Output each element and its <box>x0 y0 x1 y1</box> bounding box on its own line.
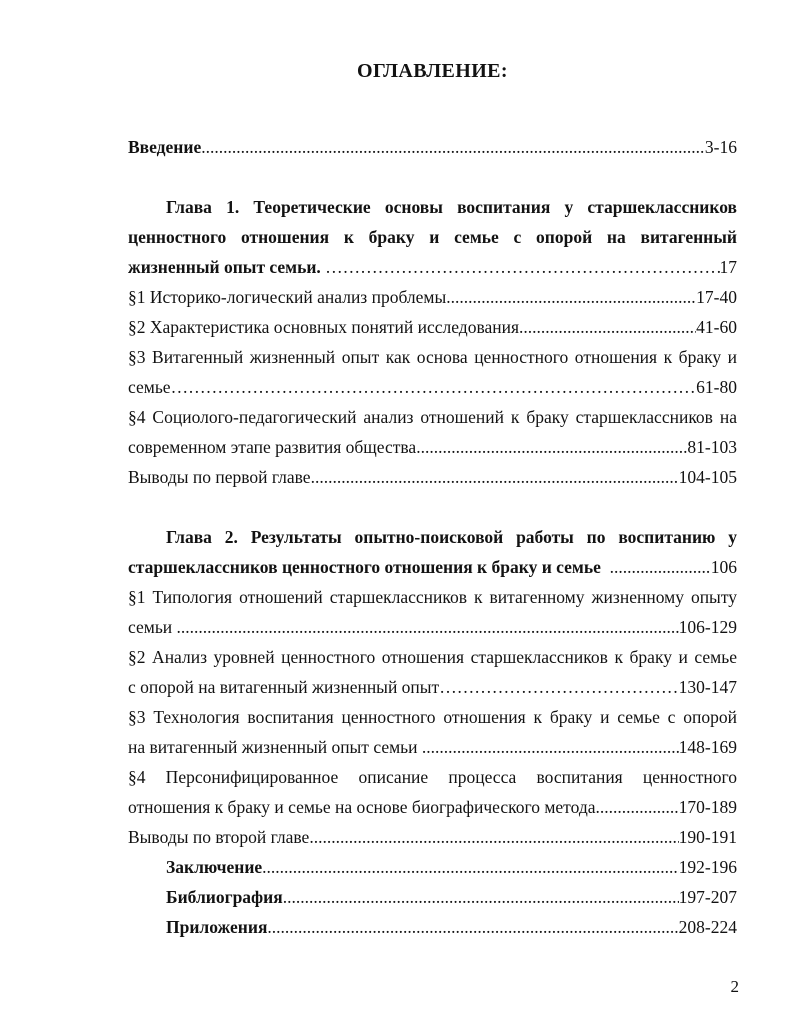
dot-leader <box>177 612 679 642</box>
page-range: 3-16 <box>704 137 737 157</box>
toc-line: §1 Типология отношений старшеклассников … <box>128 587 737 607</box>
dot-leader <box>311 462 679 492</box>
dot-leader <box>262 852 679 882</box>
toc-line-last: семье 61-80 <box>128 372 737 402</box>
toc-entry-label: Выводы по второй главе <box>128 827 310 847</box>
toc-line: §4 Персонифицированное описание процесса… <box>128 767 737 787</box>
page-range: 81-103 <box>687 437 737 457</box>
page-range: 130-147 <box>678 677 737 697</box>
page-range: 17-40 <box>696 287 737 307</box>
toc-line-last: Заключение 192-196 <box>128 852 737 882</box>
toc-entry: §2 Характеристика основных понятий иссле… <box>128 312 737 342</box>
page-range: 104-105 <box>678 467 737 487</box>
dot-leader <box>596 792 679 822</box>
toc-entry-label: §2 Характеристика основных понятий иссле… <box>128 317 520 337</box>
page-range: 148-169 <box>678 737 737 757</box>
toc-entry: §3 Витагенный жизненный опыт как основа … <box>128 342 737 402</box>
dot-leader <box>283 882 679 912</box>
toc-entry: Приложения 208-224 <box>128 912 737 942</box>
dot-leader <box>201 132 705 162</box>
toc-entry-label: с опорой на витагенный жизненный опыт <box>128 677 440 697</box>
page-number: 2 <box>730 977 740 996</box>
toc-entry-label: Выводы по первой главе <box>128 467 311 487</box>
toc-entry: Выводы по второй главе 190-191 <box>128 822 737 852</box>
toc-line-last: на витагенный жизненный опыт семьи 148-1… <box>128 732 737 762</box>
dot-leader <box>422 732 679 762</box>
toc-line: §3 Витагенный жизненный опыт как основа … <box>128 347 737 367</box>
dot-leader <box>416 432 687 462</box>
toc-line: §2 Анализ уровней ценностного отношения … <box>128 647 737 667</box>
page-range: 17 <box>719 257 738 277</box>
toc-line-last: Выводы по первой главе 104-105 <box>128 462 737 492</box>
dot-leader <box>439 672 678 702</box>
toc-entry: Глава 1. Теоретические основы воспитания… <box>128 192 737 282</box>
dot-leader <box>446 282 696 312</box>
page-range: 170-189 <box>678 797 737 817</box>
toc-line: §4 Социолого-педагогический анализ отнош… <box>128 407 737 427</box>
toc-entry: Выводы по первой главе 104-105 <box>128 462 737 492</box>
page-range: 41-60 <box>696 317 737 337</box>
toc-entry-label: Введение <box>128 137 202 157</box>
toc-line-last: Введение 3-16 <box>128 132 737 162</box>
toc-line-last: семьи 106-129 <box>128 612 737 642</box>
dot-leader <box>610 552 711 582</box>
page-range: 106 <box>710 557 737 577</box>
toc-entry-label: семье <box>128 377 171 397</box>
dot-leader <box>267 912 678 942</box>
toc-entry: §1 Типология отношений старшеклассников … <box>128 582 737 642</box>
toc-entry: §1 Историко-логический анализ проблемы 17… <box>128 282 737 312</box>
toc-entry-label: отношения к браку и семье на основе биог… <box>128 797 596 817</box>
toc-line-last: Библиография 197-207 <box>128 882 737 912</box>
toc-entry-label: семьи <box>128 617 177 637</box>
toc-line: §3 Технология воспитания ценностного отн… <box>128 707 737 727</box>
toc-entry-label: Библиография <box>166 887 283 907</box>
toc-entry: Библиография 197-207 <box>128 882 737 912</box>
page-range: 208-224 <box>678 917 737 937</box>
page-range: 61-80 <box>696 377 737 397</box>
toc-entry-label: Заключение <box>166 857 263 877</box>
toc-entry-label: старшеклассников ценностного отношения к… <box>128 557 610 577</box>
toc-line-last: жизненный опыт семьи. 17 <box>128 252 737 282</box>
toc-entry: Заключение 192-196 <box>128 852 737 882</box>
toc-entry: §4 Персонифицированное описание процесса… <box>128 762 737 822</box>
toc-entry-label: современном этапе развития общества <box>128 437 417 457</box>
toc-list: Введение 3-16 Глава 1. Теоретические основ… <box>128 132 737 942</box>
toc-line-last: старшеклассников ценностного отношения к… <box>128 552 737 582</box>
dot-leader <box>325 252 719 282</box>
toc-line: Глава 1. Теоретические основы воспитания… <box>166 197 737 217</box>
toc-entry: §2 Анализ уровней ценностного отношения … <box>128 642 737 702</box>
toc-entry: Введение 3-16 <box>128 132 737 162</box>
dot-leader <box>309 822 678 852</box>
page-range: 192-196 <box>678 857 737 877</box>
toc-line-last: §2 Характеристика основных понятий иссле… <box>128 312 737 342</box>
toc-entry-label: на витагенный жизненный опыт семьи <box>128 737 422 757</box>
toc-line-last: с опорой на витагенный жизненный опыт 130… <box>128 672 737 702</box>
toc-content: ОГЛАВЛЕНИЕ: Введение 3-16 Глава 1. Теорети… <box>128 56 737 942</box>
toc-line-last: Приложения 208-224 <box>128 912 737 942</box>
toc-entry: §4 Социолого-педагогический анализ отнош… <box>128 402 737 462</box>
toc-line-last: современном этапе развития общества 81-10… <box>128 432 737 462</box>
page-range: 190-191 <box>678 827 737 847</box>
toc-line: Глава 2. Результаты опытно-поисковой раб… <box>166 527 737 547</box>
toc-entry: §3 Технология воспитания ценностного отн… <box>128 702 737 762</box>
toc-entry: Глава 2. Результаты опытно-поисковой раб… <box>128 522 737 582</box>
toc-entry-label: §1 Историко-логический анализ проблемы <box>128 287 447 307</box>
toc-line-last: Выводы по второй главе 190-191 <box>128 822 737 852</box>
page-title: ОГЛАВЛЕНИЕ: <box>357 60 508 82</box>
toc-entry-label: жизненный опыт семьи. <box>128 257 326 277</box>
toc-entry-label: Приложения <box>166 917 268 937</box>
toc-line: ценностного отношения к браку и семье с … <box>128 227 737 247</box>
toc-line-last: §1 Историко-логический анализ проблемы 17… <box>128 282 737 312</box>
dot-leader <box>519 312 696 342</box>
toc-line-last: отношения к браку и семье на основе биог… <box>128 792 737 822</box>
page-range: 197-207 <box>678 887 737 907</box>
page-range: 106-129 <box>678 617 737 637</box>
dot-leader <box>171 372 697 402</box>
